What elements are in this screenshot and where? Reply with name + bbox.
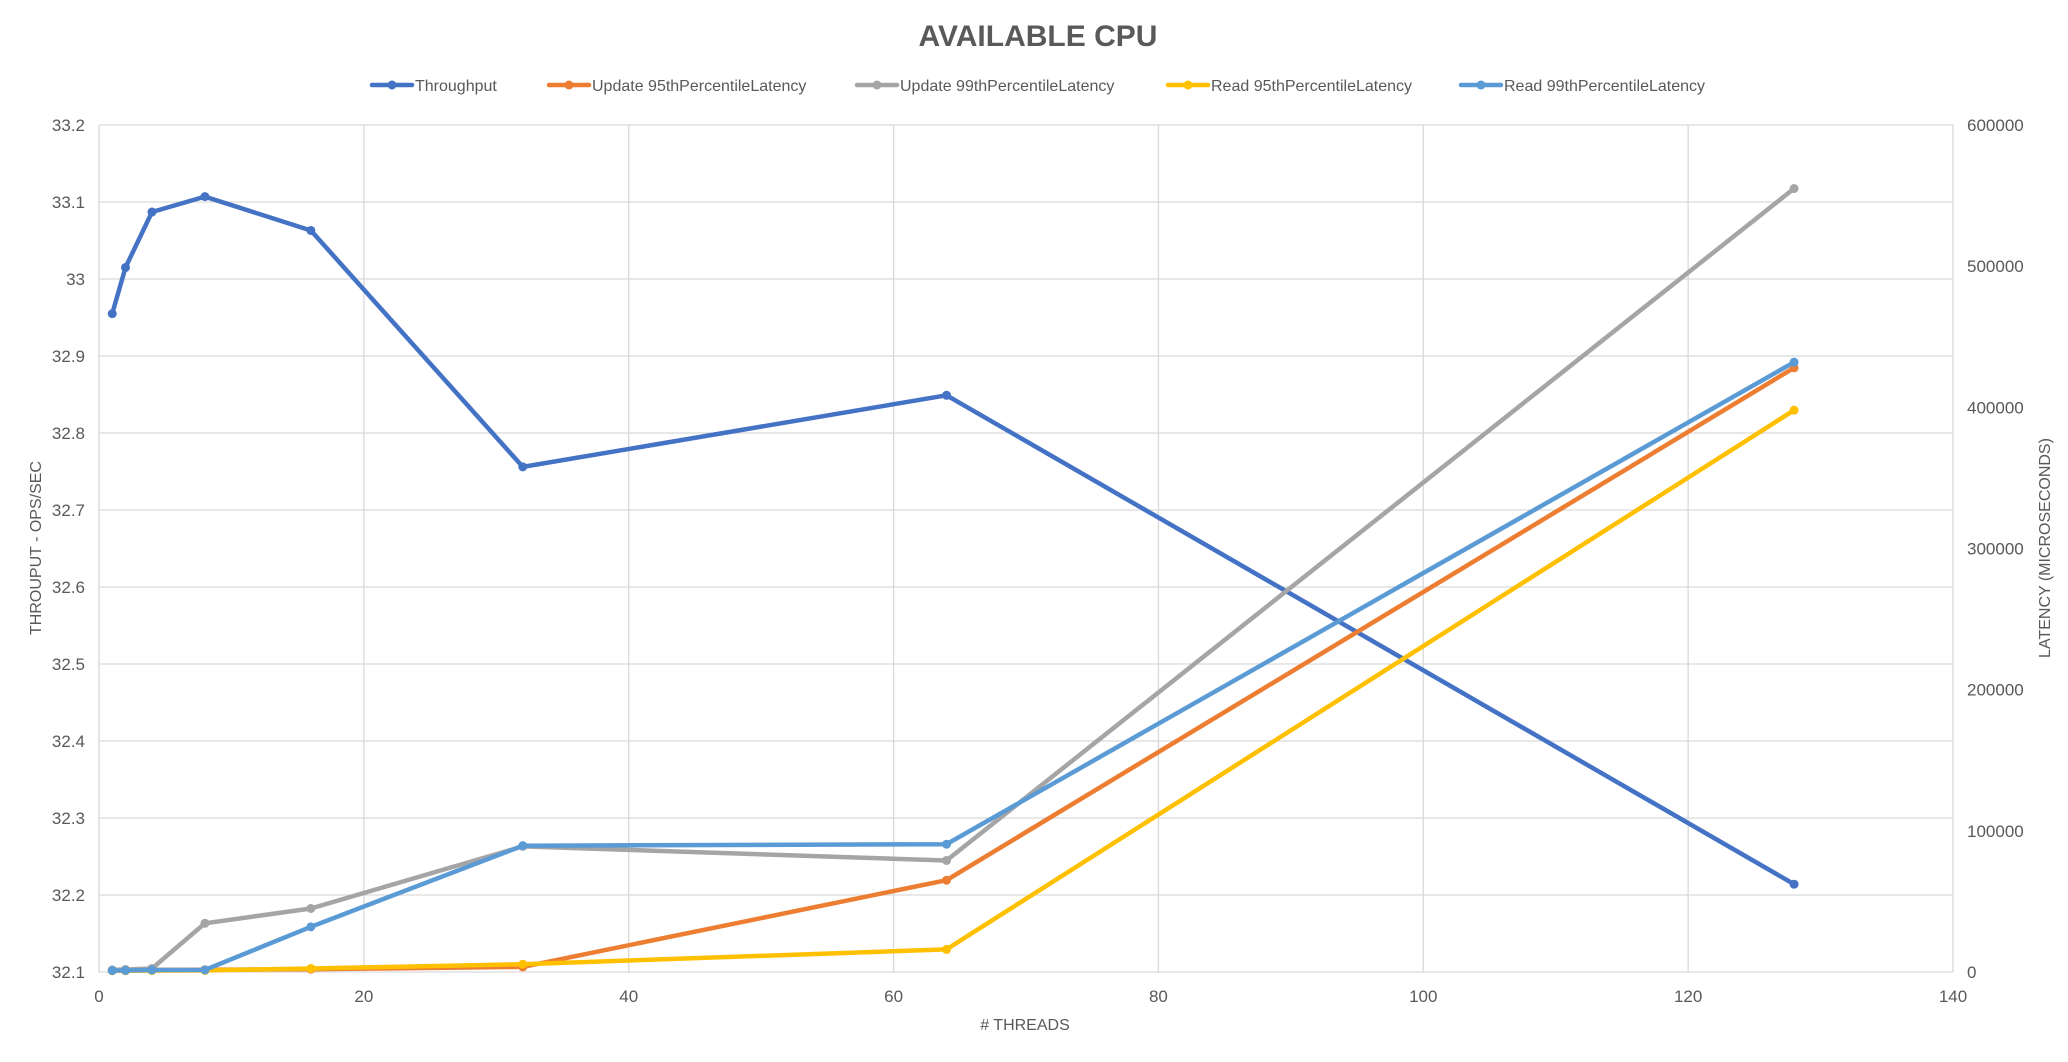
data-point	[306, 225, 316, 235]
y-tick-label: 32.4	[52, 732, 85, 751]
data-point	[107, 966, 117, 976]
grid	[98, 124, 1954, 973]
legend-swatch-marker	[1183, 80, 1193, 90]
legend: Throughput Update 95thPercentileLatency Up…	[369, 78, 1705, 95]
data-point	[1789, 184, 1799, 194]
data-point	[147, 965, 157, 975]
x-tick-label: 100	[1409, 987, 1437, 1006]
data-point	[306, 963, 316, 973]
y-tick-label: 32.3	[52, 809, 85, 828]
series-0	[107, 192, 1799, 889]
legend-item: Update 99thPercentileLatency	[854, 78, 1114, 95]
series-4	[107, 357, 1799, 976]
y-tick-label: 32.5	[52, 655, 85, 674]
data-point	[518, 959, 528, 969]
legend-item: Read 95thPercentileLatency	[1165, 78, 1412, 95]
y-tick-label: 33.2	[52, 116, 85, 135]
legend-swatch-marker	[872, 80, 882, 90]
y-tick-label: 32.6	[52, 578, 85, 597]
legend-item: Throughput	[369, 78, 497, 95]
legend-label: Throughput	[415, 78, 497, 95]
data-point	[1789, 879, 1799, 889]
y-tick-label: 32.2	[52, 886, 85, 905]
legend-label: Read 95thPercentileLatency	[1211, 78, 1412, 95]
x-tick-label: 20	[354, 987, 373, 1006]
y2-tick-label: 100000	[1967, 822, 2024, 841]
x-tick-label: 0	[94, 987, 103, 1006]
data-point	[942, 855, 952, 865]
legend-label: Read 99thPercentileLatency	[1504, 78, 1705, 95]
data-point	[200, 192, 210, 202]
y-tick-label: 32.8	[52, 424, 85, 443]
x-tick-label: 40	[619, 987, 638, 1006]
tick-labels: 32.1 32.2 32.3 32.4 32.5 32.6 32.7 32.8 32.9 33 33…	[52, 116, 2024, 1006]
x-tick-label: 60	[884, 987, 903, 1006]
y2-tick-label: 200000	[1967, 681, 2024, 700]
x-tick-label: 140	[1939, 987, 1967, 1006]
legend-label: Update 99thPercentileLatency	[900, 78, 1114, 95]
x-tick-label: 80	[1149, 987, 1168, 1006]
data-point	[942, 944, 952, 954]
y2-axis-title: LATENCY (MICROSECONDS)	[2037, 438, 2054, 658]
y-tick-label: 32.9	[52, 347, 85, 366]
data-point	[942, 875, 952, 885]
y-tick-label: 33.1	[52, 193, 85, 212]
legend-swatch-marker	[387, 80, 397, 90]
y2-tick-label: 600000	[1967, 116, 2024, 135]
y-tick-label: 32.1	[52, 963, 85, 982]
data-point	[120, 965, 130, 975]
data-point	[200, 965, 210, 975]
legend-item: Read 99thPercentileLatency	[1458, 78, 1705, 95]
data-point	[518, 841, 528, 851]
data-point	[1789, 405, 1799, 415]
series-line	[109, 194, 1797, 887]
y2-tick-label: 500000	[1967, 257, 2024, 276]
x-tick-label: 120	[1674, 987, 1702, 1006]
legend-label: Update 95thPercentileLatency	[592, 78, 806, 95]
data-point	[107, 309, 117, 319]
chart-title: AVAILABLE CPU	[919, 20, 1158, 53]
data-point	[518, 462, 528, 472]
series-group	[107, 184, 1799, 976]
data-point	[1789, 357, 1799, 367]
y-tick-label: 32.7	[52, 501, 85, 520]
data-point	[306, 903, 316, 913]
data-point	[120, 262, 130, 272]
legend-swatch-marker	[1476, 80, 1486, 90]
data-point	[306, 922, 316, 932]
data-point	[200, 918, 210, 928]
data-point	[942, 839, 952, 849]
legend-item: Update 95thPercentileLatency	[546, 78, 806, 95]
legend-swatch-marker	[564, 80, 574, 90]
y2-tick-label: 0	[1967, 963, 1976, 982]
y2-tick-label: 400000	[1967, 398, 2024, 417]
x-axis-title: # THREADS	[980, 1017, 1070, 1034]
y-axis-title: THROUPUT - OPS/SEC	[28, 461, 45, 635]
y2-tick-label: 300000	[1967, 540, 2024, 559]
data-point	[942, 390, 952, 400]
data-point	[147, 207, 157, 217]
y-tick-label: 33	[66, 270, 85, 289]
